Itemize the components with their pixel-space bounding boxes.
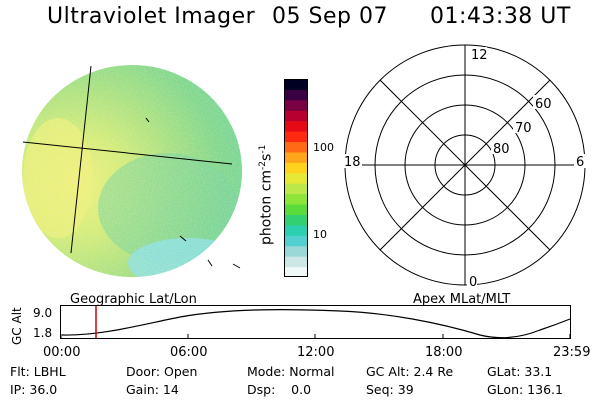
colorbar-swatch: [284, 193, 308, 205]
colorbar-tick-label-10: 10: [313, 228, 327, 241]
colorbar-swatch: [284, 224, 308, 236]
colorbar-swatch: [284, 162, 308, 174]
filter-info: Flt: LBHL: [10, 364, 66, 379]
colorbar-tick-label-100: 100: [313, 141, 334, 154]
mlt-label-12: 12: [471, 48, 488, 63]
colorbar-swatch: [284, 120, 308, 132]
coastline-fragment: [179, 235, 187, 242]
gc-alt-info: GC Alt: 2.4 Re: [366, 364, 454, 379]
colorbar-swatch: [284, 204, 308, 215]
mlt-label-6: 6: [576, 155, 584, 170]
gain-info: Gain: 14: [126, 382, 179, 397]
dsp-info: Dsp: 0.0: [247, 382, 312, 397]
longitude-gridline: [70, 65, 92, 254]
ip-info: IP: 36.0: [10, 382, 58, 397]
colorbar-swatch: [284, 256, 308, 268]
label-bg: [342, 154, 362, 168]
latitude-gridline: [22, 141, 233, 165]
timeline-xtick-label: 12:00: [297, 345, 335, 360]
colorbar-swatch: [284, 131, 308, 143]
instrument-title: Ultraviolet Imager: [47, 4, 256, 29]
timeline-ymax: 9.0: [33, 306, 53, 320]
colorbar-swatch: [284, 79, 308, 90]
coastline-fragment: [232, 263, 241, 269]
glat-info: GLat: 33.1: [487, 364, 553, 379]
mode-info: Mode: Normal: [247, 364, 335, 379]
uv-earth-image: [22, 65, 242, 277]
mlat-label-80: 80: [493, 142, 510, 157]
colorbar-swatch: [284, 151, 308, 163]
timeline-frame: [60, 305, 571, 339]
label-bg: [513, 119, 533, 133]
timeline-ymin: 1.8: [33, 326, 53, 340]
colorbar-swatch: [284, 172, 308, 184]
colorbar-swatch: [284, 245, 308, 257]
observation-time: 01:43:38 UT: [430, 4, 571, 29]
timeline-ylabel: GC Alt: [10, 307, 24, 345]
colorbar-swatch: [284, 235, 308, 247]
colorbar-frame: [284, 79, 308, 277]
altitude-timeline: [60, 305, 571, 339]
label-bg: [491, 140, 511, 154]
label-bg: [574, 154, 586, 168]
colorbar-swatch: [284, 141, 308, 153]
coastline-fragment: [207, 259, 213, 267]
mlat-label-60: 60: [535, 97, 552, 112]
colorbar-swatch: [284, 266, 308, 277]
disk-noise: [22, 65, 242, 277]
colorbar-swatch: [284, 214, 308, 226]
timeline-xtick-label: 06:00: [170, 345, 208, 360]
seq-info: Seq: 39: [366, 382, 414, 397]
timeline-xtick-label: 23:59: [553, 345, 591, 360]
polar-plot: 12 0 18 6 60 70 80: [342, 44, 586, 290]
label-bg: [469, 47, 487, 61]
colorbar-swatch: [284, 183, 308, 195]
magnetic-caption: Apex MLat/MLT: [413, 292, 511, 307]
colorbar-swatch: [284, 110, 308, 122]
glon-info: GLon: 136.1: [487, 382, 563, 397]
geographic-caption: Geographic Lat/Lon: [70, 292, 197, 307]
colorbar-swatch: [284, 89, 308, 101]
mlat-label-70: 70: [515, 121, 532, 136]
door-info: Door: Open: [126, 364, 198, 379]
colorbar-swatch: [284, 99, 308, 111]
mlt-label-18: 18: [344, 155, 361, 170]
meridian-diagonal: [379, 79, 551, 251]
observation-date: 05 Sep 07: [272, 4, 388, 29]
coastline-fragment: [145, 117, 150, 123]
colorbar-unit-label: photon cm-2s-1: [258, 144, 275, 245]
colorbar: [284, 79, 308, 277]
label-bg: [467, 273, 477, 287]
mlt-label-0: 0: [469, 275, 477, 290]
label-bg: [533, 95, 553, 109]
altitude-curve: [61, 309, 571, 339]
timeline-xtick-label: 18:00: [425, 345, 463, 360]
timeline-xtick-label: 00:00: [43, 345, 81, 360]
